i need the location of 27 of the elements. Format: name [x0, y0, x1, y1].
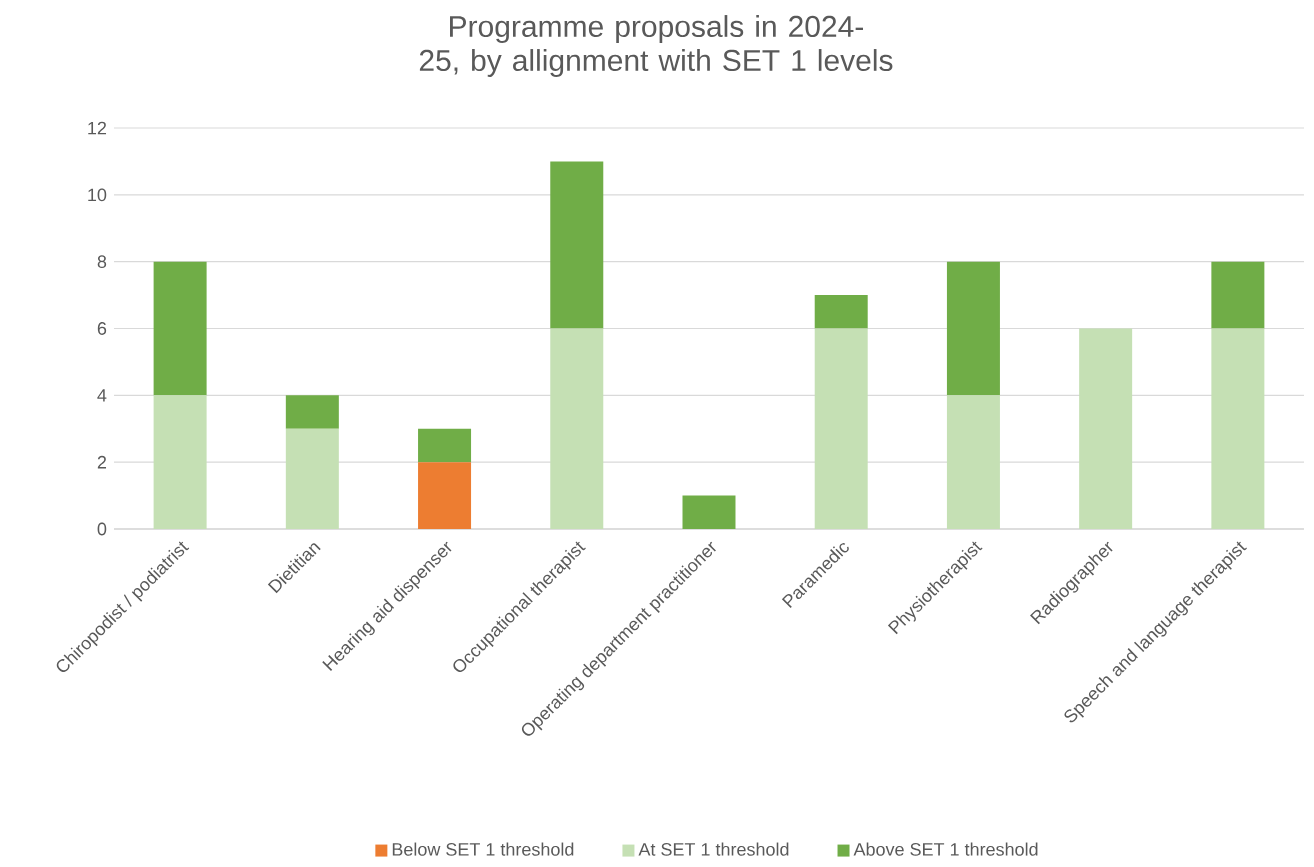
bar — [814, 328, 868, 529]
bar — [682, 495, 736, 529]
bar — [285, 395, 339, 429]
bar — [946, 395, 1000, 529]
y-tick-label: 10 — [88, 188, 107, 202]
chart-title: Programme proposals in 2024-25, by allignment with SET 1 levels — [419, 15, 893, 77]
bar — [153, 395, 207, 529]
bar — [1079, 328, 1133, 529]
y-tick-label: 12 — [88, 121, 107, 135]
legend-label: Above SET 1 threshold — [853, 842, 1038, 856]
y-tick-label: 2 — [97, 455, 107, 469]
bar — [1211, 261, 1265, 329]
y-tick-label: 4 — [97, 389, 107, 402]
bar — [550, 161, 604, 329]
legend-label: Below SET 1 threshold — [392, 842, 574, 856]
bar — [1211, 328, 1265, 529]
bar — [285, 428, 339, 529]
bar — [153, 261, 207, 396]
bar — [418, 462, 472, 529]
legend-label: At SET 1 threshold — [638, 842, 789, 856]
y-tick-label: 6 — [97, 322, 107, 335]
y-tick-label: 0 — [97, 522, 107, 536]
bar — [418, 428, 472, 463]
y-tick-label: 8 — [97, 255, 107, 269]
bar — [946, 261, 1000, 396]
bar — [550, 328, 604, 529]
bar — [814, 295, 868, 329]
